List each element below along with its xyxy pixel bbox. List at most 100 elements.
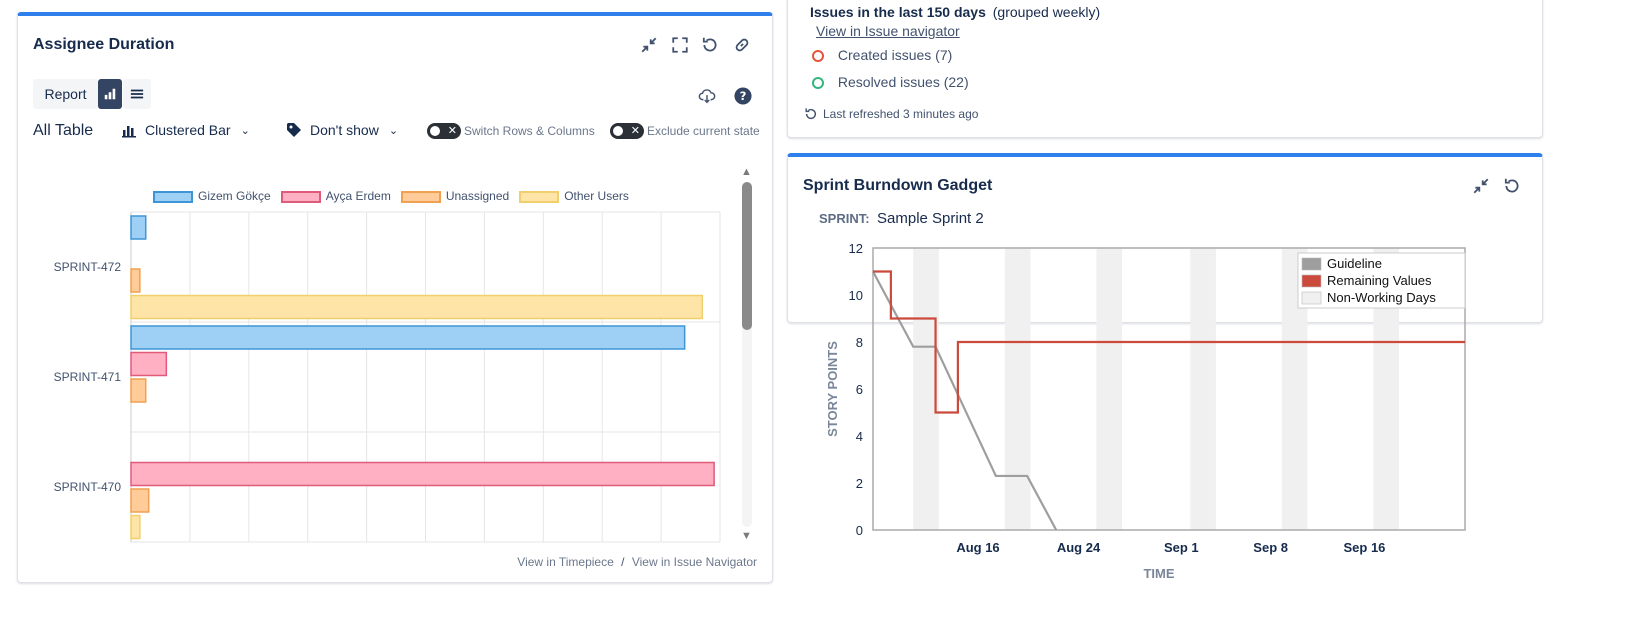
- legend-item[interactable]: Unassigned: [400, 189, 510, 203]
- legend-swatch: [1301, 274, 1322, 288]
- legend-item[interactable]: Gizem Gökçe: [153, 189, 271, 203]
- issues-created-resolved-panel: Issues in the last 150 days (grouped wee…: [787, 0, 1543, 138]
- bar[interactable]: [130, 215, 147, 240]
- fullscreen-icon[interactable]: [669, 34, 691, 56]
- issues-title: Issues in the last 150 days: [810, 4, 986, 20]
- category-label: SPRINT-472: [54, 260, 122, 274]
- y-tick-label: 2: [856, 476, 863, 491]
- bar[interactable]: [130, 461, 715, 487]
- scrollbar-thumb[interactable]: [742, 182, 752, 330]
- resolved-issues-label: Resolved issues (22): [837, 74, 969, 90]
- panel-title: Sprint Burndown Gadget: [803, 177, 993, 194]
- y-tick-label: 0: [856, 523, 863, 538]
- bar[interactable]: [130, 268, 141, 293]
- help-icon[interactable]: ?: [730, 83, 756, 109]
- legend-item[interactable]: Ayça Erdem: [280, 189, 391, 203]
- bar-chart-legend: Gizem Gökçe Ayça Erdem Unassigned Other Use…: [153, 187, 639, 205]
- refresh-icon[interactable]: [1501, 175, 1523, 197]
- x-tick-label: Aug 16: [956, 540, 999, 555]
- created-issues-label: Created issues (7): [837, 47, 953, 63]
- bar-chart-icon: [104, 88, 116, 100]
- report-label: Report: [44, 86, 87, 102]
- svg-text:?: ?: [740, 89, 747, 103]
- remaining-values-series: [873, 270, 1465, 414]
- cloud-download-icon[interactable]: [694, 83, 720, 109]
- scroll-down-arrow[interactable]: ▼: [741, 530, 752, 542]
- legend-box: [1297, 252, 1466, 309]
- resolved-circle-icon: [812, 77, 824, 90]
- bar[interactable]: [130, 294, 704, 320]
- legend-label: Unassigned: [445, 189, 510, 203]
- report-button[interactable]: Report: [33, 79, 98, 109]
- legend-swatch: [280, 190, 321, 203]
- sprint-header: SPRINT: Sample Sprint 2: [819, 210, 984, 228]
- bar[interactable]: [130, 325, 686, 350]
- minimize-icon[interactable]: [638, 34, 660, 56]
- dont-show-dropdown[interactable]: Don't show ⌄: [286, 122, 398, 138]
- non-working-day-band: [1190, 248, 1216, 530]
- x-tick-label: Sep 1: [1164, 540, 1199, 555]
- y-tick-label: 12: [849, 241, 863, 256]
- list-icon: [130, 89, 144, 99]
- last-refreshed-label: Last refreshed 3 minutes ago: [823, 107, 979, 121]
- assignee-bar-chart: SPRINT-472 SPRINT-471 SPRINT-470: [54, 211, 721, 543]
- category-label: SPRINT-471: [54, 370, 122, 384]
- minimize-icon[interactable]: [1470, 175, 1492, 197]
- chart-type-label: Clustered Bar: [145, 122, 231, 138]
- legend-swatch: [400, 190, 441, 203]
- chevron-down-icon: ⌄: [388, 124, 399, 137]
- x-tick-label: Aug 24: [1057, 540, 1101, 555]
- legend-item[interactable]: Other Users: [519, 189, 629, 203]
- legend-swatch: [1301, 291, 1322, 305]
- y-axis-label: STORY POINTS: [825, 341, 840, 437]
- bar[interactable]: [130, 488, 150, 513]
- y-tick-label: 6: [856, 382, 863, 397]
- resolved-issues-item[interactable]: Resolved issues (22): [812, 74, 969, 90]
- created-circle-icon: [812, 50, 824, 63]
- table-view-button[interactable]: [123, 79, 151, 109]
- all-table-label[interactable]: All Table: [33, 122, 94, 139]
- legend-swatch: [519, 190, 560, 203]
- view-in-issue-navigator-link[interactable]: View in Issue Navigator: [631, 555, 757, 569]
- sprint-name: Sample Sprint 2: [877, 210, 984, 227]
- refresh-icon: [805, 108, 817, 120]
- issues-subtitle: (grouped weekly): [992, 4, 1101, 20]
- scroll-up-arrow[interactable]: ▲: [741, 166, 752, 178]
- exclude-current-state-label: Exclude current state: [647, 124, 760, 138]
- non-working-day-band: [1004, 248, 1031, 530]
- bar[interactable]: [130, 514, 141, 540]
- view-in-timepiece-link[interactable]: View in Timepiece: [517, 555, 614, 569]
- category-label: SPRINT-470: [54, 480, 122, 494]
- created-issues-item[interactable]: Created issues (7): [812, 47, 952, 63]
- dont-show-label: Don't show: [310, 122, 379, 138]
- legend-label: Non-Working Days: [1327, 290, 1436, 305]
- chevron-down-icon: ⌄: [240, 124, 250, 137]
- bar[interactable]: [130, 378, 147, 403]
- legend-label: Other Users: [564, 189, 629, 203]
- switch-rows-columns-label: Switch Rows & Columns: [464, 124, 595, 138]
- last-refreshed: Last refreshed 3 minutes ago: [804, 107, 978, 121]
- refresh-icon[interactable]: [699, 34, 721, 56]
- y-tick-label: 4: [856, 429, 863, 444]
- issues-heading: Issues in the last 150 days (grouped wee…: [810, 4, 1100, 20]
- plot-frame: [872, 247, 1466, 531]
- bar[interactable]: [130, 351, 168, 377]
- exclude-current-state-toggle[interactable]: ✕: [610, 123, 644, 139]
- view-in-issue-navigator-link[interactable]: View in Issue navigator: [816, 23, 960, 39]
- chart-view-button[interactable]: [98, 79, 122, 109]
- tag-icon: [287, 123, 301, 137]
- chart-type-dropdown[interactable]: Clustered Bar ⌄: [120, 122, 250, 138]
- legend-label: Remaining Values: [1327, 273, 1432, 288]
- footer-links: View in Timepiece / View in Issue Naviga…: [517, 555, 757, 569]
- scrollbar-track[interactable]: [742, 182, 752, 527]
- panel-title: Assignee Duration: [33, 36, 175, 53]
- link-icon[interactable]: [731, 34, 753, 56]
- y-tick-label: 10: [849, 288, 863, 303]
- legend-swatch: [1301, 257, 1322, 271]
- switch-rows-columns-toggle[interactable]: ✕: [427, 123, 461, 139]
- x-tick-label: Sep 8: [1253, 540, 1288, 555]
- legend-swatch: [153, 190, 193, 203]
- legend-label: Gizem Gökçe: [198, 189, 271, 203]
- burndown-legend: Guideline Remaining Values Non-Working Day…: [1297, 252, 1466, 309]
- x-axis-label: TIME: [1143, 566, 1174, 581]
